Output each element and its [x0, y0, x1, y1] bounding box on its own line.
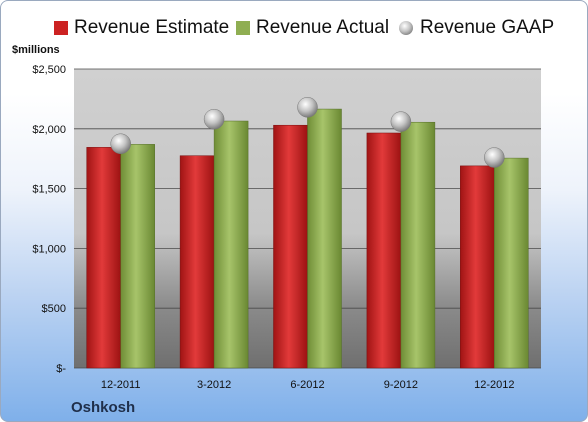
- legend-marker-gaap: [399, 21, 413, 35]
- bar-revenue-estimate: [273, 124, 308, 369]
- gaap-markers: [110, 97, 505, 168]
- legend-label-actual: Revenue Actual: [256, 17, 390, 38]
- y-tick-label: $1,500: [32, 184, 66, 196]
- x-tick-label: 6-2012: [290, 379, 324, 391]
- marker-revenue-gaap: [203, 108, 225, 130]
- x-tick-label: 12-2012: [474, 379, 514, 391]
- x-tick-label: 9-2012: [384, 379, 418, 391]
- bar-revenue-estimate: [86, 147, 121, 369]
- legend: Revenue Estimate Revenue Actual Revenue …: [1, 13, 587, 43]
- x-tick-label: 12-2011: [101, 379, 141, 391]
- bar-revenue-actual: [400, 121, 436, 369]
- marker-revenue-gaap: [297, 97, 318, 118]
- y-tick-label: $-: [56, 363, 66, 375]
- bar-revenue-actual: [120, 144, 155, 369]
- bar-revenue-estimate: [460, 165, 495, 369]
- bar-revenue-estimate: [366, 132, 402, 369]
- marker-revenue-gaap: [390, 111, 412, 132]
- y-axis-unit-label: $millions: [12, 44, 60, 56]
- y-tick-label: $1,000: [32, 243, 66, 255]
- bar-revenue-actual: [307, 108, 342, 369]
- legend-label-gaap: Revenue GAAP: [420, 17, 555, 38]
- x-tick-label: 3-2012: [197, 379, 231, 391]
- legend-item-revenue-actual: Revenue Actual: [235, 13, 389, 43]
- company-name: Oshkosh: [71, 399, 136, 416]
- bar-revenue-actual: [494, 157, 529, 369]
- legend-swatch-estimate: [54, 21, 68, 35]
- legend-item-revenue-gaap: Revenue GAAP: [397, 13, 554, 43]
- x-axis-ticks: 12-2011 3-2012 6-2012 9-2012 12-2012: [101, 379, 515, 391]
- marker-revenue-gaap: [110, 133, 131, 154]
- y-axis-ticks: $- $500 $1,000 $1,500 $2,000 $2,500: [32, 64, 66, 375]
- legend-item-revenue-estimate: Revenue Estimate: [53, 13, 229, 43]
- legend-swatch-actual: [236, 21, 250, 35]
- y-tick-label: $2,000: [32, 124, 66, 136]
- bars: [86, 108, 529, 369]
- marker-revenue-gaap: [484, 147, 505, 168]
- bar-revenue-estimate: [179, 155, 215, 369]
- y-tick-label: $500: [42, 303, 66, 315]
- bar-revenue-actual: [213, 120, 249, 369]
- legend-label-estimate: Revenue Estimate: [74, 17, 230, 38]
- y-tick-label: $2,500: [32, 64, 66, 76]
